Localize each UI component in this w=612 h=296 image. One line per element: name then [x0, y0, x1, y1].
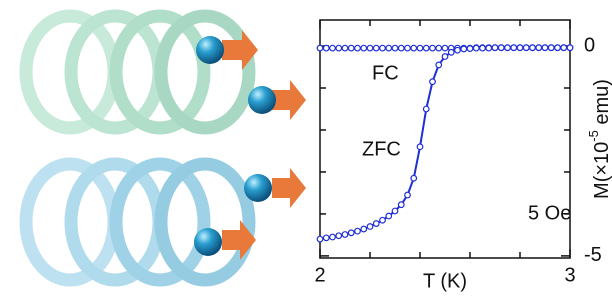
marker — [361, 45, 367, 51]
marker — [348, 230, 354, 236]
marker — [405, 192, 411, 198]
marker — [505, 45, 511, 51]
marker — [336, 45, 342, 51]
marker — [436, 62, 442, 68]
marker — [355, 228, 361, 234]
y-tick-label: -5 — [584, 244, 602, 266]
y-tick-label: 0 — [584, 34, 595, 56]
marker — [430, 45, 436, 51]
marker — [448, 50, 454, 56]
marker — [480, 45, 486, 51]
illustration — [26, 16, 306, 280]
marker — [417, 144, 423, 150]
marker — [567, 45, 573, 51]
figure: M(×10-5 emu) T (K) FC ZFC 5 Oe 230-5 — [0, 0, 612, 296]
marker — [411, 175, 417, 181]
marker — [442, 45, 448, 51]
marker — [542, 45, 548, 51]
marker — [498, 45, 504, 51]
marker — [373, 221, 379, 227]
marker — [486, 45, 492, 51]
marker — [417, 45, 423, 51]
marker — [336, 233, 342, 239]
marker — [330, 234, 336, 240]
marker — [411, 45, 417, 51]
marker — [442, 54, 448, 60]
marker — [361, 226, 367, 232]
marker — [323, 235, 329, 241]
marker — [536, 45, 542, 51]
annotation: ZFC — [362, 138, 401, 160]
marker — [530, 45, 536, 51]
marker — [386, 213, 392, 219]
annotation: FC — [372, 62, 399, 84]
marker — [317, 45, 323, 51]
marker — [467, 46, 473, 52]
marker — [330, 45, 336, 51]
marker — [367, 224, 373, 230]
marker — [373, 45, 379, 51]
marker — [342, 232, 348, 238]
marker — [392, 208, 398, 214]
x-tick-label: 3 — [564, 264, 575, 286]
marker — [517, 45, 523, 51]
marker — [423, 106, 429, 112]
y-axis-label: M(×10-5 emu) — [586, 79, 612, 199]
marker — [348, 45, 354, 51]
marker — [561, 45, 567, 51]
marker — [317, 236, 323, 242]
marker — [398, 202, 404, 208]
marker — [430, 79, 436, 85]
marker — [323, 45, 329, 51]
marker — [405, 45, 411, 51]
marker — [461, 46, 467, 52]
marker — [555, 45, 561, 51]
marker — [380, 217, 386, 223]
marker — [342, 45, 348, 51]
marker — [473, 45, 479, 51]
marker — [423, 45, 429, 51]
marker — [523, 45, 529, 51]
marker — [511, 45, 517, 51]
marker — [386, 45, 392, 51]
marker — [355, 45, 361, 51]
marker — [436, 45, 442, 51]
marker — [492, 45, 498, 51]
marker — [380, 45, 386, 51]
marker — [398, 45, 404, 51]
marker — [367, 45, 373, 51]
marker — [548, 45, 554, 51]
marker — [455, 47, 461, 53]
marker — [392, 45, 398, 51]
x-tick-label: 2 — [314, 264, 325, 286]
x-axis-label: T (K) — [423, 270, 467, 292]
